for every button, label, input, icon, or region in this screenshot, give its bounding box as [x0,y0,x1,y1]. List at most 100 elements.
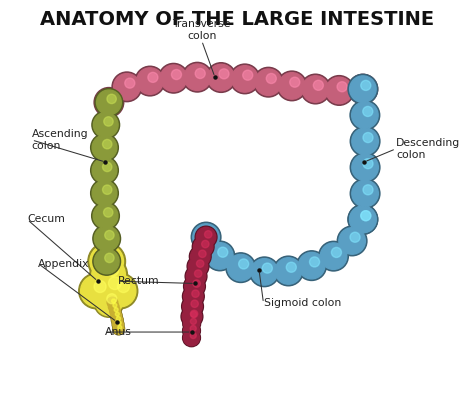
Circle shape [190,333,196,339]
Circle shape [94,280,106,293]
Circle shape [109,305,121,317]
Circle shape [185,276,204,296]
Circle shape [188,257,208,276]
Circle shape [105,230,114,240]
Circle shape [275,258,301,284]
Circle shape [194,270,202,277]
Circle shape [114,74,140,100]
Circle shape [337,226,367,256]
Circle shape [191,318,196,324]
Circle shape [125,78,135,88]
Circle shape [191,247,210,266]
Circle shape [350,76,376,103]
Circle shape [266,73,276,84]
Circle shape [79,273,114,309]
Text: dreamstime.com: dreamstime.com [9,382,74,391]
Circle shape [204,230,212,238]
Circle shape [94,287,124,317]
Circle shape [182,307,201,326]
Text: Rectum: Rectum [118,276,159,286]
Circle shape [313,80,323,90]
Circle shape [196,227,216,247]
Circle shape [277,71,307,101]
Circle shape [337,82,347,92]
Circle shape [238,259,249,269]
Circle shape [204,228,214,238]
Circle shape [206,63,236,92]
Circle shape [363,159,373,169]
Circle shape [279,72,305,99]
Circle shape [352,180,378,207]
Text: Sigmoid colon: Sigmoid colon [264,298,341,308]
Circle shape [91,134,118,162]
Circle shape [324,76,354,105]
Circle shape [193,280,201,287]
Circle shape [190,246,211,267]
Circle shape [192,236,214,258]
Circle shape [255,69,282,95]
Circle shape [106,264,118,276]
Circle shape [88,243,126,280]
Circle shape [183,287,203,306]
Circle shape [192,290,199,297]
Circle shape [350,206,376,233]
Circle shape [109,301,119,312]
Circle shape [109,306,120,316]
Circle shape [93,204,118,228]
Circle shape [183,315,201,333]
Circle shape [184,316,200,331]
Circle shape [361,80,371,90]
Circle shape [302,76,328,102]
Circle shape [350,126,380,156]
Circle shape [114,308,118,312]
Circle shape [104,250,117,263]
Circle shape [102,273,138,309]
Circle shape [195,69,205,78]
Circle shape [251,259,278,285]
Circle shape [326,77,352,104]
Circle shape [107,94,116,104]
Circle shape [91,179,118,207]
Text: ANATOMY OF THE LARGE INTESTINE: ANATOMY OF THE LARGE INTESTINE [40,10,434,29]
Circle shape [81,275,112,307]
Circle shape [160,65,187,91]
Circle shape [93,112,118,137]
Circle shape [207,243,233,269]
Circle shape [92,181,117,206]
Circle shape [193,224,219,250]
Circle shape [352,128,378,154]
Circle shape [286,262,296,272]
Circle shape [262,263,273,273]
Circle shape [118,280,129,293]
Circle shape [181,306,203,327]
Circle shape [219,69,229,79]
Circle shape [320,243,347,269]
Circle shape [104,275,136,307]
Circle shape [290,77,300,87]
Circle shape [111,299,116,303]
Circle shape [348,74,378,104]
Circle shape [94,249,119,274]
Circle shape [218,247,228,257]
Circle shape [205,241,235,271]
Circle shape [111,314,123,326]
Circle shape [94,226,119,251]
Circle shape [361,211,371,221]
Circle shape [183,275,205,297]
Text: Appendix: Appendix [38,259,90,268]
Circle shape [148,72,158,82]
Circle shape [196,260,204,267]
Circle shape [118,326,122,329]
Circle shape [208,64,234,91]
Circle shape [92,258,126,291]
Circle shape [350,100,380,130]
Circle shape [110,310,122,322]
Circle shape [190,326,196,331]
Circle shape [348,74,378,104]
Circle shape [92,111,119,139]
Circle shape [182,329,201,346]
Circle shape [191,310,198,318]
Circle shape [115,312,119,316]
Circle shape [201,240,209,248]
Circle shape [184,308,200,325]
